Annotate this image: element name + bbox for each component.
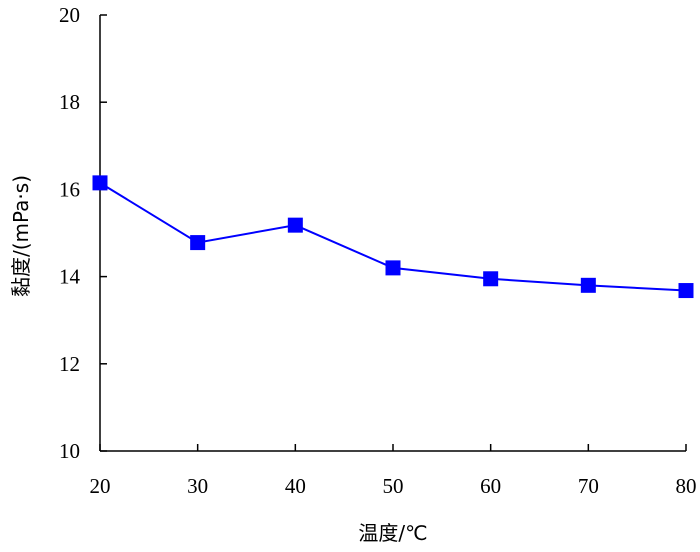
data-point-marker (385, 260, 401, 276)
x-tick-label: 50 (383, 474, 404, 498)
x-tick-label: 60 (480, 474, 501, 498)
y-tick-label: 12 (59, 352, 80, 376)
data-point-marker (92, 175, 108, 191)
x-tick-label: 70 (578, 474, 599, 498)
y-tick-label: 18 (59, 90, 80, 114)
x-tick-label: 20 (90, 474, 111, 498)
data-point-marker (678, 283, 694, 299)
x-tick-label: 30 (187, 474, 208, 498)
data-point-marker (483, 271, 499, 287)
y-tick-label: 16 (59, 177, 80, 201)
x-tick-label: 40 (285, 474, 306, 498)
x-axis-title: 温度/℃ (358, 521, 427, 545)
series-layer (92, 175, 694, 299)
y-tick-label: 14 (59, 265, 81, 289)
data-point-marker (190, 235, 206, 251)
y-axis-title: 黏度/(mPa·s) (9, 175, 33, 297)
data-point-marker (580, 277, 596, 293)
y-tick-label: 10 (59, 439, 80, 463)
data-point-marker (287, 217, 303, 233)
x-axis-ticks: 20 30 40 50 60 70 80 (90, 444, 697, 498)
y-axis-ticks: 10 12 14 16 18 20 (59, 3, 107, 463)
x-tick-label: 80 (676, 474, 697, 498)
y-tick-label: 20 (59, 3, 80, 27)
